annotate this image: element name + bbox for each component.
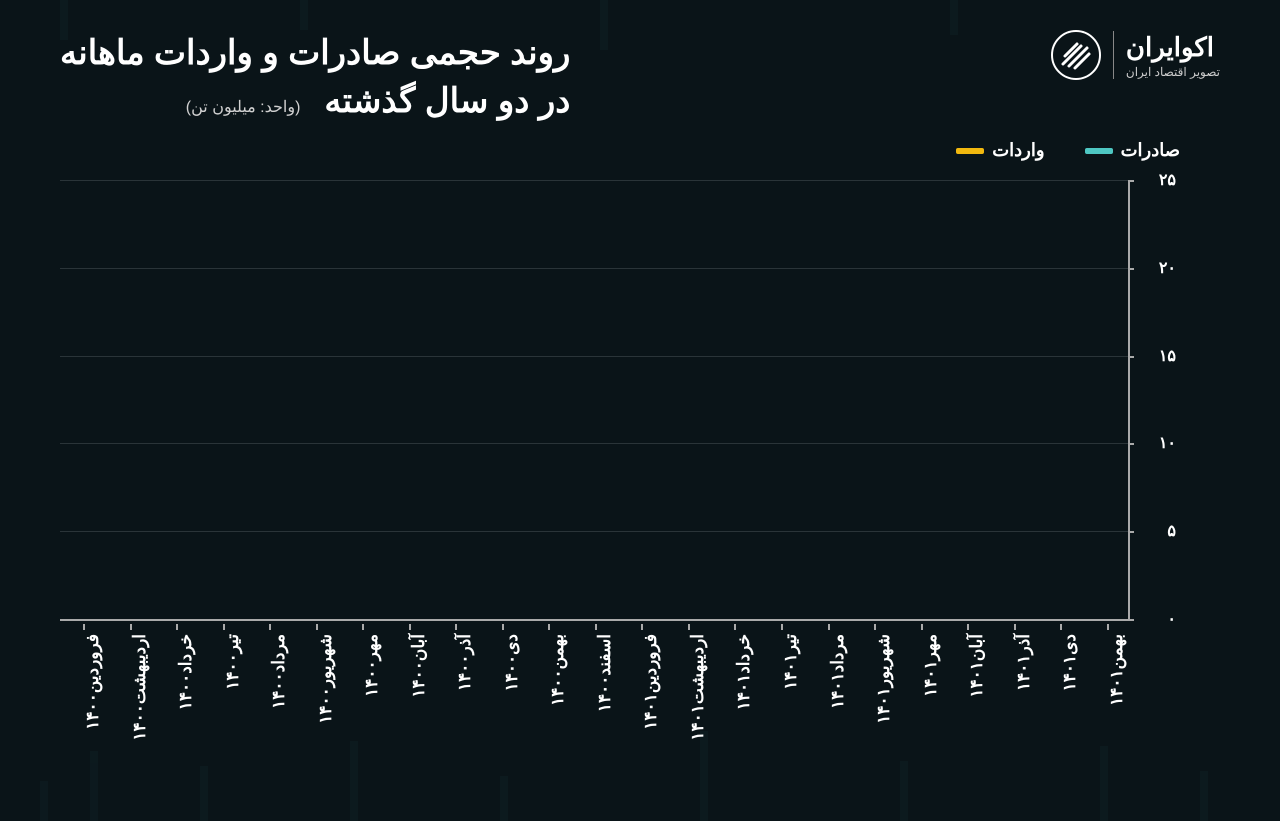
chart-title-line2: در دو سال گذشته xyxy=(324,78,570,126)
y-tick-label: ۲۰ xyxy=(1136,258,1176,278)
logo-block: اکوایران تصویر اقتصاد ایران xyxy=(1051,30,1220,80)
logo-divider xyxy=(1113,31,1114,79)
y-tick-label: ۱۵ xyxy=(1136,346,1176,366)
legend-imports-label: واردات xyxy=(992,140,1044,161)
y-tick-label: ۵ xyxy=(1136,521,1176,541)
x-axis-labels: فروردین۱۴۰۰اردیبهشت۱۴۰۰خرداد۱۴۰۰تیر۱۴۰۰م… xyxy=(60,626,1130,781)
x-tick-label: آذر۱۴۰۱ xyxy=(990,626,1037,781)
x-tick-label: مهر۱۴۰۰ xyxy=(339,626,386,781)
chart-container: ۰۵۱۰۱۵۲۰۲۵ فروردین۱۴۰۰اردیبهشت۱۴۰۰خرداد۱… xyxy=(60,180,1180,781)
x-tick-label: بهمن۱۴۰۰ xyxy=(525,626,572,781)
x-tick-label: تیر۱۴۰۱ xyxy=(758,626,805,781)
legend: صادرات واردات xyxy=(956,140,1180,161)
ecoiran-logo-icon xyxy=(1051,30,1101,80)
x-tick-label: دی۱۴۰۱ xyxy=(1037,626,1084,781)
x-tick-label: آبان۱۴۰۱ xyxy=(944,626,991,781)
plot-area: ۰۵۱۰۱۵۲۰۲۵ xyxy=(60,180,1130,621)
legend-exports: صادرات xyxy=(1085,140,1180,161)
y-tick-label: ۲۵ xyxy=(1136,170,1176,190)
legend-imports-swatch xyxy=(956,148,984,154)
x-tick-label: خرداد۱۴۰۰ xyxy=(153,626,200,781)
x-tick-label: خرداد۱۴۰۱ xyxy=(711,626,758,781)
chart-title-line1: روند حجمی صادرات و واردات ماهانه xyxy=(60,30,570,78)
x-tick-label: اسفند۱۴۰۰ xyxy=(572,626,619,781)
x-tick-label: مرداد۱۴۰۰ xyxy=(246,626,293,781)
logo-brand: اکوایران xyxy=(1126,32,1220,63)
x-tick-label: اردیبهشت۱۴۰۰ xyxy=(107,626,154,781)
x-tick-label: فروردین۱۴۰۰ xyxy=(60,626,107,781)
x-tick-label: بهمن۱۴۰۱ xyxy=(1083,626,1130,781)
x-tick-label: آذر۱۴۰۰ xyxy=(432,626,479,781)
legend-exports-swatch xyxy=(1085,148,1113,154)
bars-container xyxy=(60,180,1128,619)
x-tick-label: شهریور۱۴۰۱ xyxy=(851,626,898,781)
x-tick-label: اردیبهشت۱۴۰۱ xyxy=(665,626,712,781)
legend-imports: واردات xyxy=(956,140,1044,161)
x-tick-label: مهر۱۴۰۱ xyxy=(897,626,944,781)
y-tick-label: ۰ xyxy=(1136,609,1176,629)
x-tick-label: آبان۱۴۰۰ xyxy=(386,626,433,781)
x-tick-label: مرداد۱۴۰۱ xyxy=(804,626,851,781)
x-tick-label: فروردین۱۴۰۱ xyxy=(618,626,665,781)
unit-label: (واحد: میلیون تن) xyxy=(186,97,301,117)
logo-tagline: تصویر اقتصاد ایران xyxy=(1126,65,1220,79)
legend-exports-label: صادرات xyxy=(1121,140,1180,161)
y-tick-label: ۱۰ xyxy=(1136,433,1176,453)
x-tick-label: تیر۱۴۰۰ xyxy=(200,626,247,781)
header: اکوایران تصویر اقتصاد ایران روند حجمی صا… xyxy=(60,30,1220,125)
x-tick-label: شهریور۱۴۰۰ xyxy=(293,626,340,781)
x-tick-label: دی۱۴۰۰ xyxy=(479,626,526,781)
